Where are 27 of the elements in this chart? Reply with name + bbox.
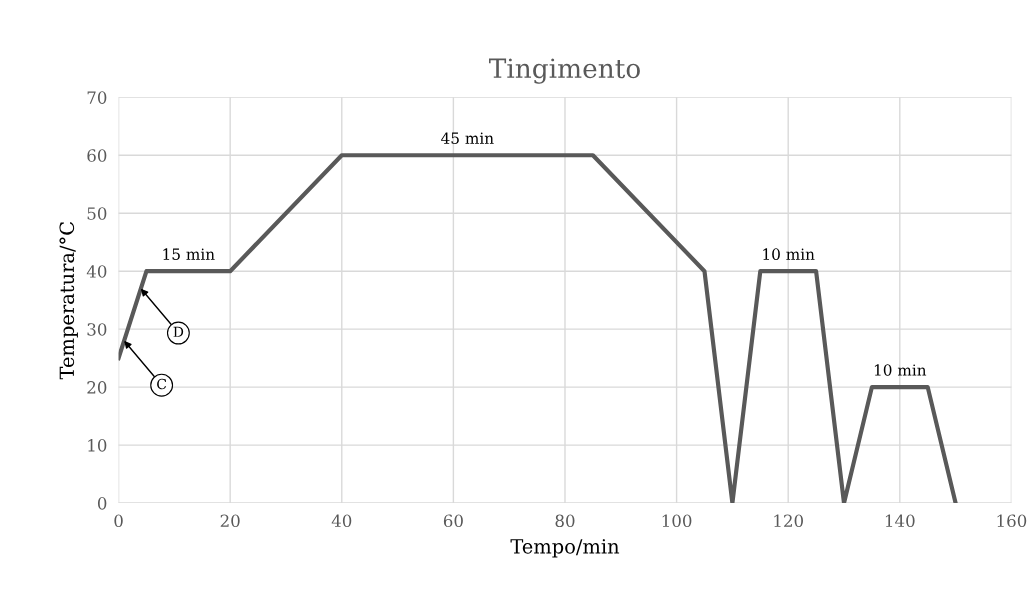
annotation: 10 min — [874, 364, 927, 376]
y-tick-label: 20 — [87, 381, 107, 394]
annotation: 10 min — [763, 248, 815, 260]
y-tick-label: 60 — [87, 149, 107, 162]
y-tick-label: 10 — [88, 439, 107, 452]
chart-title: Tingimento — [489, 58, 640, 84]
y-tick-label: 70 — [87, 91, 107, 104]
y-tick-label: 30 — [87, 323, 107, 336]
x-tick-label: 120 — [774, 514, 803, 528]
y-tick-label: 40 — [86, 265, 107, 278]
x-tick-label: 100 — [662, 514, 692, 528]
x-tick-label: 140 — [885, 514, 915, 528]
x-axis-title: Tempo/min — [510, 539, 620, 558]
y-axis-title: Temperatura/°C — [59, 222, 78, 380]
y-tick-label: 0 — [97, 497, 107, 510]
x-tick-label: 20 — [220, 514, 240, 528]
x-tick-label: 40 — [331, 514, 352, 528]
x-tick-label: 80 — [555, 514, 575, 528]
annotation: C — [157, 378, 167, 390]
annotation: 15 min — [163, 248, 215, 260]
x-tick-label: 0 — [114, 514, 123, 528]
y-tick-label: 50 — [87, 207, 107, 220]
x-tick-label: 60 — [443, 514, 463, 528]
x-tick-label: 160 — [997, 514, 1027, 528]
annotation: 45 min — [441, 132, 494, 144]
line-series — [118, 153, 958, 504]
annotation: D — [173, 326, 184, 337]
